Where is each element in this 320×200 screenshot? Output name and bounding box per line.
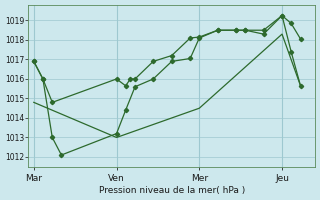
X-axis label: Pression niveau de la mer( hPa ): Pression niveau de la mer( hPa ): [99, 186, 245, 195]
